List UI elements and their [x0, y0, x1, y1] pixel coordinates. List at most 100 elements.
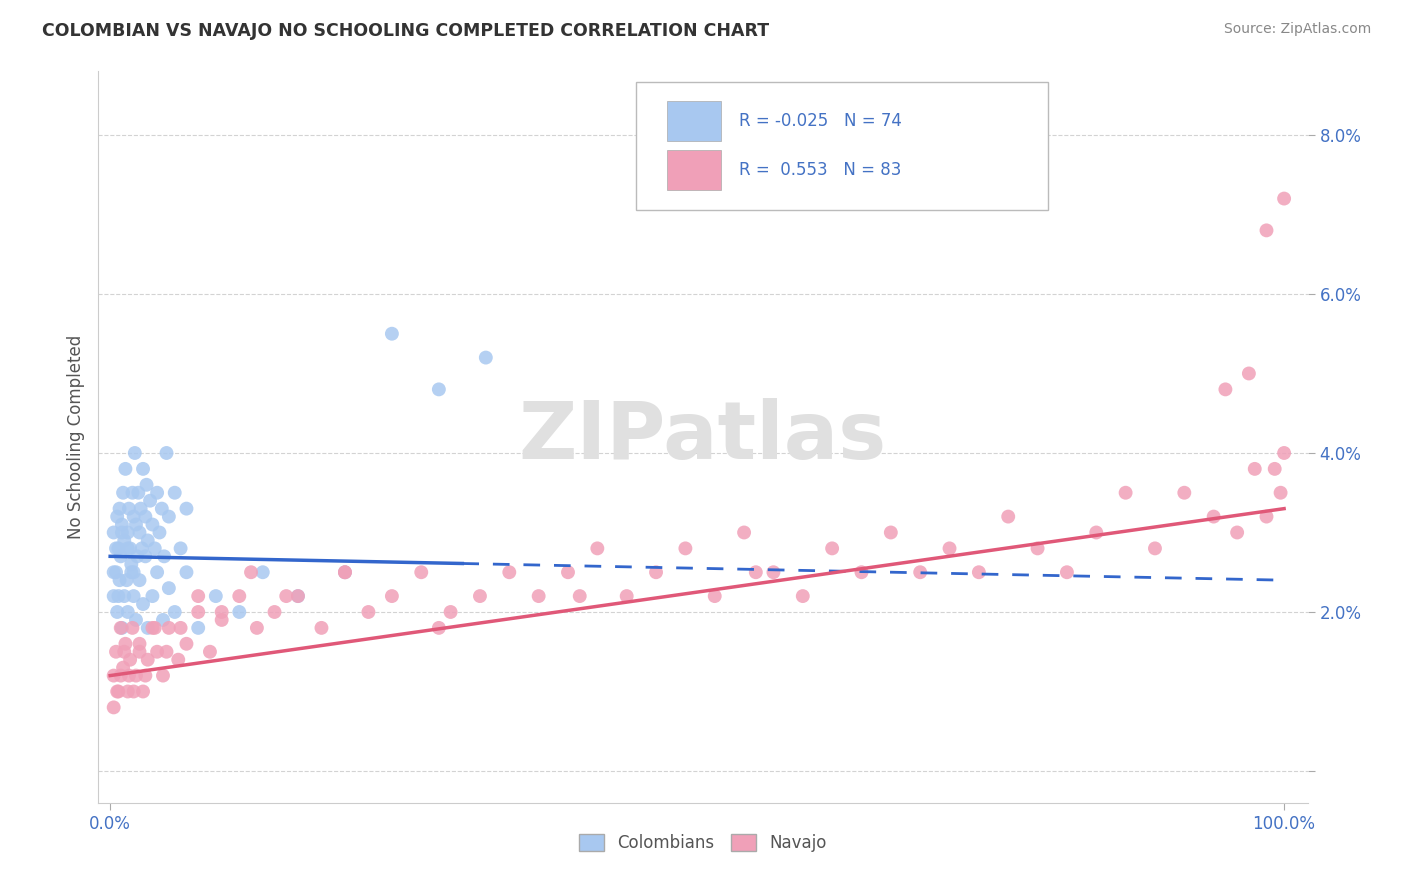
Point [228, 589, 250, 603]
Point [120, 566, 142, 580]
Point [122, 566, 145, 580]
Point [167, 653, 190, 667]
Point [110, 668, 132, 682]
Point [125, 668, 148, 682]
Point [176, 501, 198, 516]
Point [1226, 525, 1249, 540]
Point [131, 541, 153, 556]
Point [187, 621, 209, 635]
Point [114, 637, 136, 651]
Point [117, 541, 139, 556]
Point [103, 566, 125, 580]
Point [111, 525, 134, 540]
Point [1272, 192, 1295, 206]
Point [880, 525, 903, 540]
Point [127, 485, 149, 500]
Point [103, 700, 125, 714]
Point [381, 326, 404, 341]
Point [110, 549, 132, 564]
Point [211, 613, 233, 627]
Point [252, 566, 274, 580]
Point [187, 589, 209, 603]
Text: Source: ZipAtlas.com: Source: ZipAtlas.com [1223, 22, 1371, 37]
Point [121, 621, 143, 635]
Point [997, 509, 1019, 524]
Point [427, 383, 450, 397]
Point [141, 621, 163, 635]
Point [246, 621, 269, 635]
Point [157, 621, 180, 635]
Point [1272, 446, 1295, 460]
Point [105, 645, 128, 659]
Point [134, 668, 156, 682]
Point [118, 668, 141, 682]
Point [112, 660, 135, 674]
Point [527, 589, 550, 603]
Point [1215, 383, 1237, 397]
Point [125, 613, 148, 627]
Point [112, 533, 135, 548]
Point [103, 668, 125, 682]
Point [128, 573, 150, 587]
Point [475, 351, 498, 365]
FancyBboxPatch shape [666, 150, 721, 190]
Point [1237, 367, 1260, 381]
Point [117, 605, 139, 619]
Point [1026, 541, 1049, 556]
Point [703, 589, 725, 603]
Point [128, 645, 150, 659]
Point [762, 566, 785, 580]
Point [112, 485, 135, 500]
Point [112, 645, 135, 659]
Point [357, 605, 380, 619]
Point [187, 605, 209, 619]
Point [110, 621, 132, 635]
Point [163, 485, 186, 500]
Point [146, 485, 169, 500]
Point [792, 589, 814, 603]
Point [141, 589, 163, 603]
Point [136, 653, 159, 667]
Point [276, 589, 298, 603]
Point [733, 525, 755, 540]
Point [287, 589, 309, 603]
Point [908, 566, 931, 580]
Point [439, 605, 461, 619]
Point [105, 541, 128, 556]
Point [1202, 509, 1225, 524]
Point [157, 509, 180, 524]
Point [645, 566, 668, 580]
Point [155, 645, 177, 659]
Point [146, 566, 169, 580]
Text: R = -0.025   N = 74: R = -0.025 N = 74 [740, 112, 903, 129]
Point [157, 581, 180, 595]
FancyBboxPatch shape [637, 82, 1047, 211]
Point [120, 653, 142, 667]
Point [128, 637, 150, 651]
Point [851, 566, 873, 580]
Point [105, 509, 128, 524]
Point [148, 525, 170, 540]
Point [141, 517, 163, 532]
Point [169, 621, 191, 635]
Point [134, 549, 156, 564]
Point [745, 566, 768, 580]
Point [107, 541, 129, 556]
Point [122, 509, 145, 524]
Point [1173, 485, 1195, 500]
Text: R =  0.553   N = 83: R = 0.553 N = 83 [740, 161, 901, 178]
Point [134, 509, 156, 524]
Point [1056, 566, 1078, 580]
Point [143, 621, 166, 635]
Point [115, 573, 138, 587]
Point [586, 541, 609, 556]
Point [112, 589, 135, 603]
Point [228, 605, 250, 619]
Point [263, 605, 285, 619]
Point [136, 533, 159, 548]
Point [121, 485, 143, 500]
Point [132, 597, 155, 611]
Point [204, 589, 226, 603]
Point [122, 589, 145, 603]
Point [1143, 541, 1166, 556]
